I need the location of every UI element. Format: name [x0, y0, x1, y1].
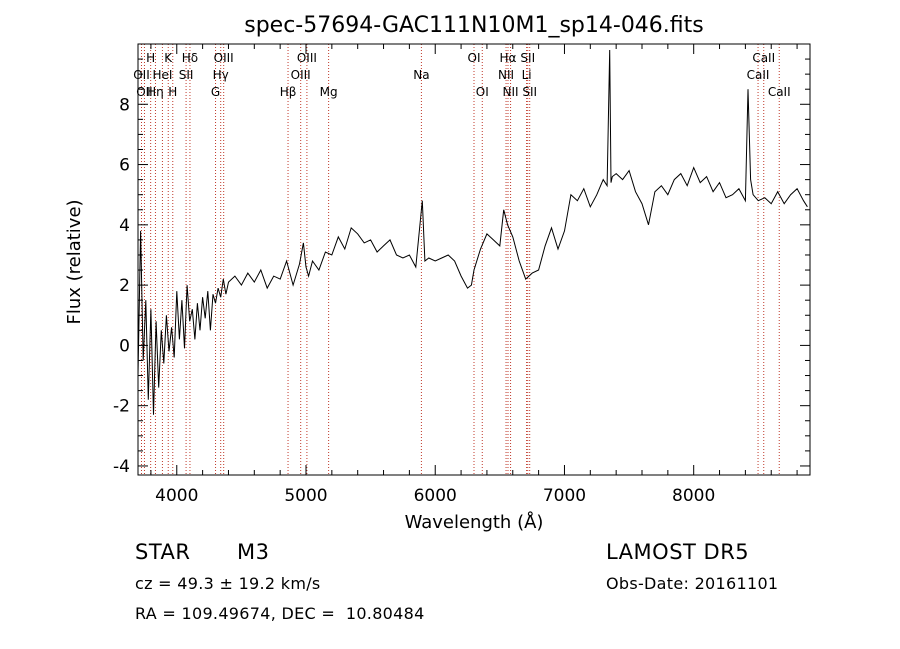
line-label-13: OIII [291, 68, 311, 82]
x-tick-label-1: 5000 [284, 486, 327, 506]
line-label-2: H [146, 51, 155, 65]
plot-frame [137, 43, 811, 476]
line-label-27: CaII [768, 85, 791, 99]
y-tick-label-4: 4 [119, 216, 130, 236]
line-label-6: H [168, 85, 177, 99]
line-label-10: Hγ [213, 68, 229, 82]
line-label-23: SII [520, 51, 535, 65]
object-class: STAR [135, 540, 191, 564]
y-tick-label-3: 2 [119, 276, 130, 296]
line-label-1: OII [136, 85, 153, 99]
spectral-line-labels: OIIOIIHHηHeIKHSIIHδGHγOIIIHβOIIIOIIIMgNa… [133, 51, 790, 99]
spectral-line-markers [140, 44, 780, 475]
chart-title: spec-57694-GAC111N10M1_sp14-046.fits [244, 13, 704, 38]
line-label-9: G [211, 85, 220, 99]
x-axis-label: Wavelength (Å) [405, 511, 544, 533]
line-label-15: Mg [320, 85, 338, 99]
x-tick-label-2: 6000 [414, 486, 457, 506]
redshift-velocity: cz = 49.3 ± 19.2 km/s [135, 574, 321, 593]
x-tick-label-0: 4000 [155, 486, 198, 506]
x-tick-label-3: 7000 [543, 486, 586, 506]
line-label-22: Li [522, 68, 532, 82]
y-tick-label-6: 8 [119, 95, 130, 115]
axis-ticks: 4000 5000 6000 7000 8000 -4 -2 0 2 4 6 8 [113, 44, 810, 506]
line-label-0: OII [133, 68, 150, 82]
survey-name: LAMOST DR5 [606, 540, 750, 564]
line-label-18: OI [476, 85, 489, 99]
line-label-5: K [164, 51, 173, 65]
line-label-14: OIII [297, 51, 317, 65]
line-label-24: SII [522, 85, 537, 99]
line-label-12: Hβ [280, 85, 297, 99]
line-label-17: OI [468, 51, 481, 65]
line-label-20: Hα [500, 51, 517, 65]
line-label-16: Na [413, 68, 429, 82]
line-label-8: Hδ [182, 51, 198, 65]
line-label-4: HeI [152, 68, 172, 82]
y-axis-label: Flux (relative) [64, 199, 85, 324]
line-label-3: Hη [147, 85, 164, 99]
object-subclass: M3 [237, 540, 270, 564]
coordinates: RA = 109.49674, DEC = 10.80484 [135, 604, 425, 623]
spectrum-line [137, 49, 808, 415]
line-label-26: CaII [752, 51, 775, 65]
y-tick-label-0: -4 [113, 457, 130, 477]
y-tick-label-5: 6 [119, 156, 130, 176]
line-label-19: NII [498, 68, 514, 82]
observation-date: Obs-Date: 20161101 [606, 574, 779, 593]
line-label-11: OIII [214, 51, 234, 65]
line-label-7: SII [179, 68, 194, 82]
line-label-25: CaII [747, 68, 770, 82]
line-label-21: NII [503, 85, 519, 99]
x-tick-label-4: 8000 [672, 486, 715, 506]
y-tick-label-1: -2 [113, 397, 130, 417]
y-tick-label-2: 0 [119, 336, 130, 356]
